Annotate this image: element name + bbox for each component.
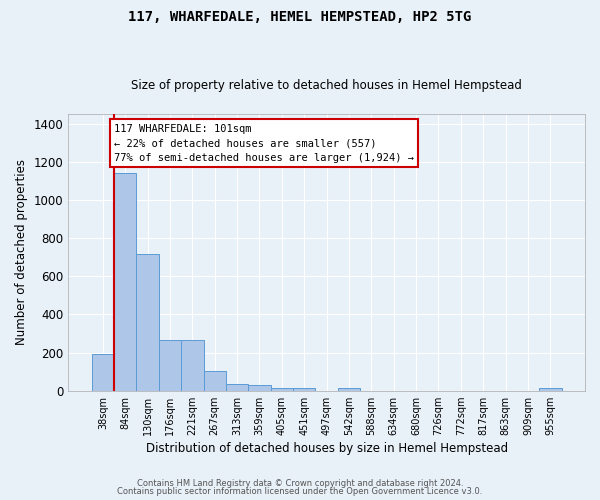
X-axis label: Distribution of detached houses by size in Hemel Hempstead: Distribution of detached houses by size … — [146, 442, 508, 455]
Bar — [159, 340, 181, 390]
Bar — [248, 386, 271, 390]
Text: Contains HM Land Registry data © Crown copyright and database right 2024.: Contains HM Land Registry data © Crown c… — [137, 478, 463, 488]
Text: 117, WHARFEDALE, HEMEL HEMPSTEAD, HP2 5TG: 117, WHARFEDALE, HEMEL HEMPSTEAD, HP2 5T… — [128, 10, 472, 24]
Text: Contains public sector information licensed under the Open Government Licence v3: Contains public sector information licen… — [118, 487, 482, 496]
Text: 117 WHARFEDALE: 101sqm
← 22% of detached houses are smaller (557)
77% of semi-de: 117 WHARFEDALE: 101sqm ← 22% of detached… — [114, 124, 414, 163]
Bar — [226, 384, 248, 390]
Bar — [271, 388, 293, 390]
Title: Size of property relative to detached houses in Hemel Hempstead: Size of property relative to detached ho… — [131, 79, 522, 92]
Bar — [181, 340, 203, 390]
Y-axis label: Number of detached properties: Number of detached properties — [15, 160, 28, 346]
Bar — [338, 388, 360, 390]
Bar — [203, 370, 226, 390]
Bar — [114, 173, 136, 390]
Bar — [136, 254, 159, 390]
Bar — [293, 388, 316, 390]
Bar — [92, 354, 114, 390]
Bar — [539, 388, 562, 390]
